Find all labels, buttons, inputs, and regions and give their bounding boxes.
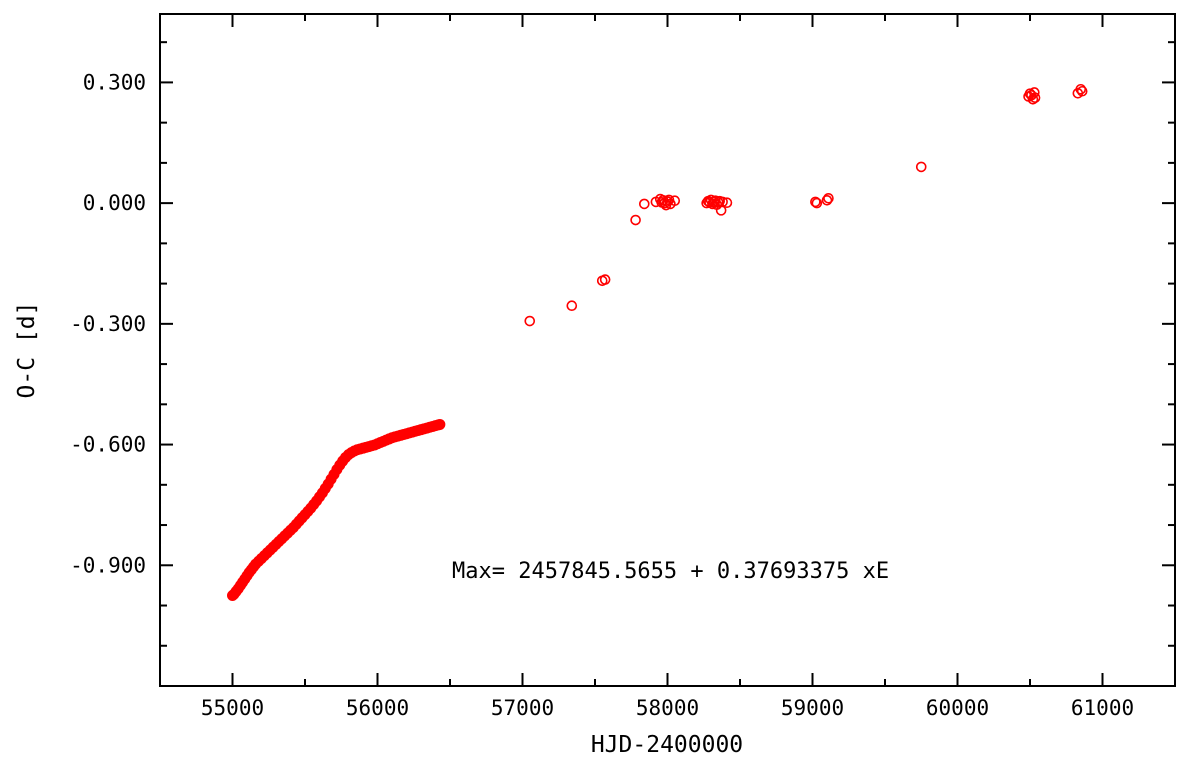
- y-tick-label: -0.900: [70, 553, 146, 577]
- data-point-open: [524, 315, 536, 327]
- x-tick-label: 56000: [346, 696, 409, 720]
- x-tick-label: 59000: [781, 696, 844, 720]
- data-point-open: [1076, 85, 1088, 97]
- data-point-open: [821, 195, 833, 206]
- data-point-open: [717, 196, 728, 208]
- data-point-open: [669, 195, 681, 207]
- y-tick-label: 0.000: [83, 191, 146, 215]
- ephemeris-annotation: Max= 2457845.5655 + 0.37693375 xE: [452, 559, 889, 584]
- x-axis-label: HJD-2400000: [591, 732, 743, 758]
- axis-tick-labels: 55000 56000 57000 58000 59000 60000 61000 -0.90…: [70, 70, 1134, 720]
- y-tick-label: 0.300: [83, 70, 146, 94]
- data-point-open: [915, 161, 927, 173]
- axis-ticks: [159, 14, 1176, 686]
- data-point-open: [630, 214, 641, 226]
- data-point-open: [662, 196, 673, 207]
- y-tick-label: -0.600: [70, 433, 146, 457]
- y-tick-label: -0.300: [70, 312, 146, 336]
- y-axis-label: O-C [d]: [14, 302, 40, 399]
- data-point-open: [1029, 87, 1040, 98]
- x-tick-label: 58000: [636, 696, 699, 720]
- data-point-open: [721, 197, 733, 209]
- x-tick-label: 61000: [1071, 696, 1134, 720]
- data-point-open: [638, 198, 650, 210]
- data-point-open: [599, 274, 611, 285]
- data-point-open: [566, 300, 578, 312]
- data-point-open: [823, 192, 834, 204]
- data-point-open: [1027, 94, 1039, 105]
- data-points: [227, 83, 1088, 601]
- data-point-open: [1075, 83, 1087, 95]
- x-tick-label: 57000: [491, 696, 554, 720]
- data-point-open: [1029, 92, 1041, 103]
- data-point-open: [811, 197, 823, 209]
- x-tick-label: 60000: [926, 696, 989, 720]
- data-point-open: [810, 196, 821, 208]
- plot-frame: [159, 13, 1176, 687]
- data-point-filled: [434, 418, 446, 430]
- x-tick-label: 55000: [201, 696, 264, 720]
